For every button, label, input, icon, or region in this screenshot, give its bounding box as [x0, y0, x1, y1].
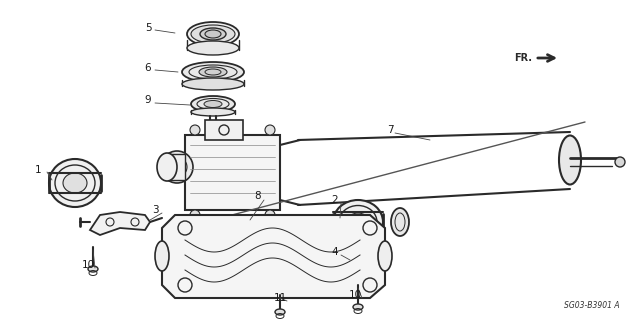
Ellipse shape — [559, 136, 581, 184]
Ellipse shape — [191, 108, 235, 116]
Ellipse shape — [63, 173, 87, 193]
Circle shape — [615, 157, 625, 167]
Ellipse shape — [182, 62, 244, 82]
Polygon shape — [162, 215, 385, 298]
Ellipse shape — [187, 22, 239, 46]
Ellipse shape — [49, 159, 101, 207]
Text: FR.: FR. — [514, 53, 532, 63]
Polygon shape — [345, 252, 382, 272]
Ellipse shape — [275, 309, 285, 315]
Text: 9: 9 — [145, 95, 151, 105]
Text: 11: 11 — [273, 293, 287, 303]
Text: 4: 4 — [332, 247, 339, 257]
Ellipse shape — [157, 153, 177, 181]
Ellipse shape — [347, 213, 369, 231]
Text: 3: 3 — [152, 205, 158, 215]
Text: 1: 1 — [35, 165, 42, 175]
Text: 8: 8 — [255, 191, 261, 201]
Text: 5: 5 — [145, 23, 151, 33]
Ellipse shape — [88, 266, 98, 272]
Circle shape — [172, 162, 182, 172]
Ellipse shape — [205, 30, 221, 38]
Ellipse shape — [191, 96, 235, 112]
Ellipse shape — [378, 241, 392, 271]
Text: 2: 2 — [332, 195, 339, 205]
Polygon shape — [90, 212, 150, 235]
Bar — [205, 120, 243, 140]
Ellipse shape — [182, 78, 244, 90]
Circle shape — [265, 210, 275, 220]
Circle shape — [265, 125, 275, 135]
Ellipse shape — [187, 41, 239, 55]
Text: 6: 6 — [145, 63, 151, 73]
Ellipse shape — [191, 25, 235, 43]
Text: SG03-B3901 A: SG03-B3901 A — [564, 301, 620, 310]
Ellipse shape — [353, 304, 363, 310]
Ellipse shape — [391, 208, 409, 236]
Bar — [167, 154, 185, 180]
Ellipse shape — [199, 67, 227, 77]
Text: 10: 10 — [348, 290, 362, 300]
Circle shape — [161, 151, 193, 183]
Text: 10: 10 — [81, 260, 95, 270]
Ellipse shape — [200, 28, 226, 40]
Circle shape — [190, 125, 200, 135]
Ellipse shape — [333, 200, 383, 244]
Text: 7: 7 — [387, 125, 394, 135]
Bar — [185, 135, 280, 210]
Ellipse shape — [155, 241, 169, 271]
Ellipse shape — [204, 100, 222, 108]
Circle shape — [190, 210, 200, 220]
